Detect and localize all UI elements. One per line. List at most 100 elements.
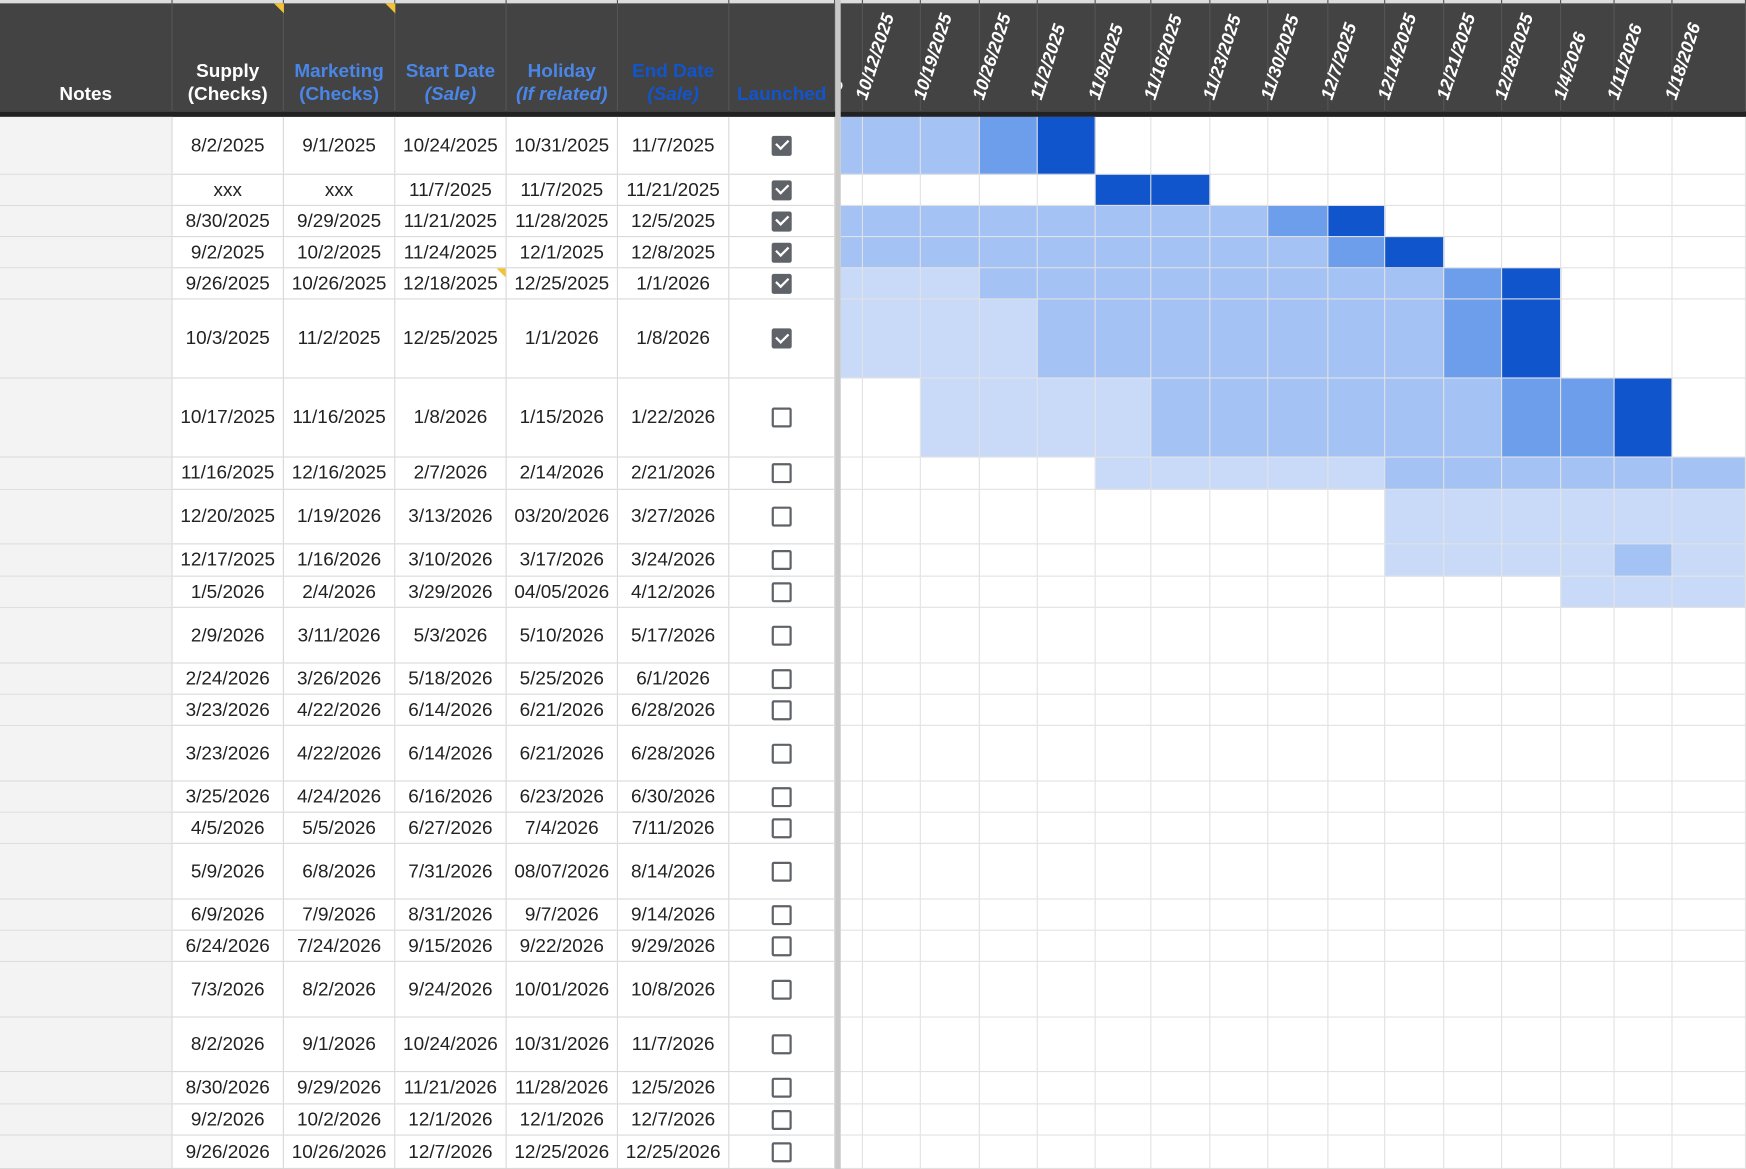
start-cell[interactable]: 7/31/2026 xyxy=(395,843,507,899)
marketing-cell[interactable]: xxx xyxy=(284,174,396,205)
gantt-cell[interactable] xyxy=(862,544,921,577)
gantt-cell[interactable] xyxy=(1095,843,1152,900)
end-cell[interactable]: 1/22/2026 xyxy=(618,378,730,457)
gantt-cell[interactable] xyxy=(1328,268,1386,300)
gantt-cell[interactable] xyxy=(1268,694,1329,726)
gantt-cell[interactable] xyxy=(979,1072,1038,1105)
gantt-cell[interactable] xyxy=(1502,1104,1562,1136)
end-cell[interactable]: 12/25/2026 xyxy=(618,1135,730,1168)
gantt-cell[interactable] xyxy=(1151,663,1211,695)
gantt-cell[interactable] xyxy=(1614,607,1673,664)
header-end-date[interactable]: End Date (Sale) xyxy=(618,0,730,112)
end-cell[interactable]: 8/14/2026 xyxy=(618,843,730,899)
gantt-cell[interactable] xyxy=(862,576,921,608)
supply-cell[interactable]: 8/30/2026 xyxy=(173,1072,284,1104)
supply-cell[interactable]: 3/25/2026 xyxy=(173,781,284,812)
gantt-cell[interactable] xyxy=(1672,1072,1746,1105)
gantt-cell[interactable] xyxy=(1502,116,1562,175)
gantt-cell[interactable] xyxy=(920,899,980,931)
gantt-cell[interactable] xyxy=(1672,1017,1746,1073)
gantt-cell[interactable] xyxy=(1268,1104,1329,1136)
gantt-cell[interactable] xyxy=(1095,961,1152,1018)
timeline-week-header[interactable]: 1/11/2026 xyxy=(1604,0,1673,112)
gantt-cell[interactable] xyxy=(1328,725,1386,782)
start-cell[interactable]: 11/21/2025 xyxy=(395,205,507,237)
gantt-cell[interactable] xyxy=(1614,268,1673,300)
supply-cell[interactable]: 5/9/2026 xyxy=(173,843,284,899)
gantt-cell[interactable] xyxy=(1672,205,1746,238)
end-cell[interactable]: 7/11/2026 xyxy=(618,812,730,843)
gantt-cell[interactable] xyxy=(1151,174,1211,206)
gantt-cell[interactable] xyxy=(979,237,1038,269)
launched-checkbox[interactable] xyxy=(771,179,792,200)
gantt-cell[interactable] xyxy=(1672,899,1746,931)
gantt-cell[interactable] xyxy=(1037,576,1096,608)
gantt-cell[interactable] xyxy=(1151,930,1211,962)
gantt-cell[interactable] xyxy=(1095,899,1152,931)
timeline-week-header[interactable]: 11/2/2025 xyxy=(1028,0,1096,112)
gantt-cell[interactable] xyxy=(862,1072,921,1105)
gantt-cell[interactable] xyxy=(1385,299,1445,379)
notes-cell[interactable] xyxy=(0,237,173,268)
gantt-cell[interactable] xyxy=(1444,663,1503,695)
gantt-cell[interactable] xyxy=(1561,694,1615,726)
gantt-cell[interactable] xyxy=(1268,544,1329,577)
gantt-cell[interactable] xyxy=(1037,1017,1096,1073)
launched-cell[interactable] xyxy=(729,781,836,812)
gantt-cell[interactable] xyxy=(1561,299,1615,379)
gantt-cell[interactable] xyxy=(1385,663,1445,695)
gantt-cell[interactable] xyxy=(1268,1072,1329,1105)
launched-checkbox[interactable] xyxy=(771,407,792,428)
end-cell[interactable]: 6/30/2026 xyxy=(618,781,730,812)
gantt-cell[interactable] xyxy=(1328,544,1386,577)
gantt-cell[interactable] xyxy=(1614,1072,1673,1105)
gantt-cell[interactable] xyxy=(1385,899,1445,931)
gantt-cell[interactable] xyxy=(1151,899,1211,931)
gantt-cell[interactable] xyxy=(1095,205,1152,238)
notes-cell[interactable] xyxy=(0,843,173,899)
gantt-cell[interactable] xyxy=(1037,694,1096,726)
notes-cell[interactable] xyxy=(0,576,173,607)
gantt-cell[interactable] xyxy=(1210,781,1269,813)
notes-cell[interactable] xyxy=(0,607,173,663)
gantt-cell[interactable] xyxy=(1614,812,1673,844)
gantt-cell[interactable] xyxy=(1151,116,1211,175)
marketing-cell[interactable]: 8/2/2026 xyxy=(284,961,396,1017)
gantt-cell[interactable] xyxy=(1561,544,1615,577)
holiday-cell[interactable]: 9/7/2026 xyxy=(507,899,619,930)
gantt-cell[interactable] xyxy=(862,1104,921,1136)
end-cell[interactable]: 6/1/2026 xyxy=(618,663,730,694)
gantt-cell[interactable] xyxy=(1037,781,1096,813)
supply-cell[interactable]: 7/3/2026 xyxy=(173,961,284,1017)
gantt-cell[interactable] xyxy=(1037,544,1096,577)
gantt-cell[interactable] xyxy=(862,205,921,238)
start-cell[interactable]: 5/18/2026 xyxy=(395,663,507,694)
header-marketing[interactable]: Marketing (Checks) xyxy=(284,0,396,112)
gantt-cell[interactable] xyxy=(1672,576,1746,608)
gantt-cell[interactable] xyxy=(920,725,980,782)
supply-cell[interactable]: 6/9/2026 xyxy=(173,899,284,930)
gantt-cell[interactable] xyxy=(1095,576,1152,608)
marketing-cell[interactable]: 10/2/2026 xyxy=(284,1104,396,1135)
gantt-cell[interactable] xyxy=(1385,961,1445,1018)
gantt-cell[interactable] xyxy=(1385,1072,1445,1105)
end-cell[interactable]: 11/7/2025 xyxy=(618,116,730,174)
gantt-cell[interactable] xyxy=(979,299,1038,379)
gantt-cell[interactable] xyxy=(840,607,863,664)
launched-cell[interactable] xyxy=(729,1135,836,1168)
start-cell[interactable]: 6/14/2026 xyxy=(395,725,507,781)
gantt-cell[interactable] xyxy=(1210,930,1269,962)
gantt-cell[interactable] xyxy=(979,1135,1038,1169)
gantt-cell[interactable] xyxy=(1502,299,1562,379)
gantt-cell[interactable] xyxy=(1561,812,1615,844)
launched-cell[interactable] xyxy=(729,899,836,930)
supply-cell[interactable]: 10/3/2025 xyxy=(173,299,284,378)
supply-cell[interactable]: 1/5/2026 xyxy=(173,576,284,607)
timeline-week-partial[interactable]: 25 xyxy=(841,0,863,112)
gantt-cell[interactable] xyxy=(1614,663,1673,695)
launched-checkbox[interactable] xyxy=(771,242,792,263)
gantt-cell[interactable] xyxy=(1095,812,1152,844)
notes-cell[interactable] xyxy=(0,378,173,457)
gantt-cell[interactable] xyxy=(1268,812,1329,844)
gantt-cell[interactable] xyxy=(1561,663,1615,695)
